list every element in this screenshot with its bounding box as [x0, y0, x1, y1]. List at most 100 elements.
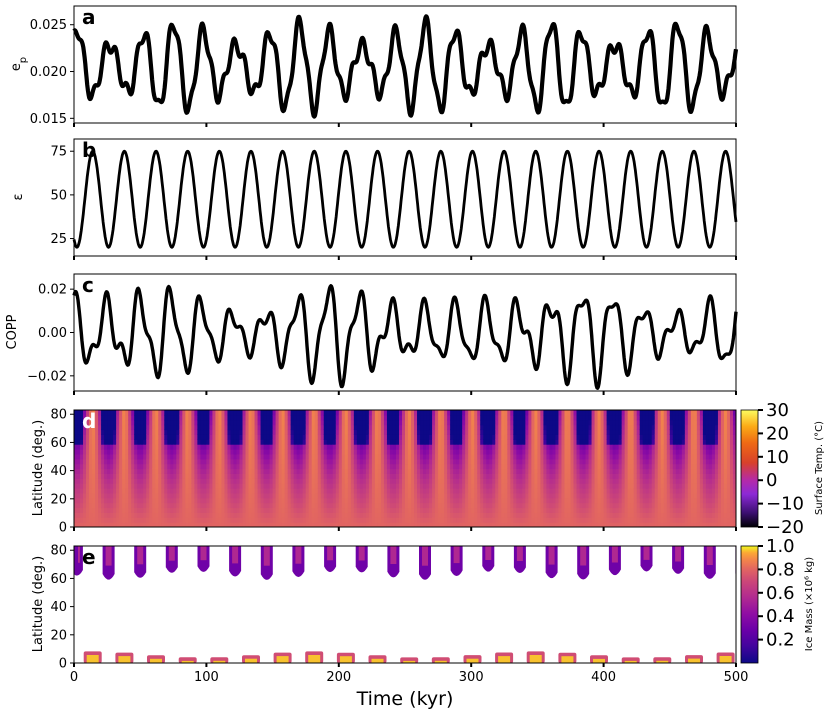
heatmap-cell — [374, 522, 379, 527]
heatmap-cell — [77, 473, 81, 479]
heatmap-cell — [272, 507, 277, 513]
heatmap-cell — [603, 429, 608, 435]
heatmap-cell — [447, 483, 451, 489]
heatmap-cell — [618, 414, 623, 421]
heatmap-cell — [414, 473, 418, 479]
heatmap-cell — [272, 483, 277, 489]
heatmap-cell — [591, 458, 596, 465]
heatmap-cell — [290, 463, 295, 470]
heatmap-cell — [398, 419, 403, 426]
heatmap-cell — [501, 478, 505, 484]
heatmap-cell — [167, 453, 171, 460]
heatmap-cell — [215, 410, 220, 416]
heatmap-cell — [107, 414, 111, 421]
heatmap-cell — [486, 507, 490, 513]
heatmap-cell — [305, 473, 310, 479]
heatmap-cell — [642, 502, 647, 509]
heatmap-cell — [417, 478, 421, 484]
heatmap-cell — [495, 512, 499, 518]
heatmap-cell — [353, 444, 358, 450]
heatmap-cell — [468, 468, 472, 474]
heatmap-cell — [107, 517, 111, 523]
heatmap-cell — [516, 419, 520, 426]
heatmap-cell — [456, 429, 460, 435]
heatmap-cell — [191, 522, 195, 527]
heatmap-cell — [104, 492, 108, 499]
heatmap-cell — [540, 497, 545, 504]
heatmap-cell — [417, 429, 421, 435]
heatmap-cell — [281, 483, 286, 489]
heatmap-cell — [426, 449, 430, 455]
heatmap-cell — [335, 473, 340, 479]
heatmap-cell — [597, 473, 602, 479]
heatmap-cell — [383, 507, 388, 513]
heatmap-cell — [684, 497, 689, 504]
heatmap-cell — [444, 492, 448, 499]
heatmap-cell — [615, 522, 620, 527]
heatmap-cell — [317, 424, 322, 431]
heatmap-cell — [107, 434, 111, 440]
heatmap-cell — [606, 463, 611, 470]
heatmap-cell — [567, 439, 572, 445]
heatmap-cell — [317, 410, 322, 416]
heatmap-cell — [465, 522, 469, 527]
heatmap-cell — [269, 488, 274, 494]
heatmap-cell — [248, 512, 253, 518]
heatmap-cell — [465, 463, 469, 470]
heatmap-cell — [606, 468, 611, 474]
heatmap-cell — [573, 444, 578, 450]
heatmap-cell — [362, 424, 367, 431]
heatmap-cell — [615, 517, 620, 523]
heatmap-cell — [194, 522, 198, 527]
heatmap-cell — [287, 517, 292, 523]
heatmap-cell — [531, 458, 535, 465]
heatmap-cell — [609, 478, 614, 484]
heatmap-cell — [275, 522, 280, 527]
heatmap-cell — [687, 444, 692, 450]
heatmap-cell — [681, 453, 686, 460]
heatmap-cell — [624, 444, 629, 450]
heatmap-cell — [486, 463, 490, 470]
heatmap-cell — [531, 463, 535, 470]
heatmap-cell — [615, 414, 620, 421]
heatmap-cell — [350, 453, 355, 460]
heatmap-cell — [83, 483, 87, 489]
heatmap-cell — [411, 449, 415, 455]
heatmap-cell — [362, 449, 367, 455]
heatmap-cell — [239, 453, 244, 460]
heatmap-cell — [224, 483, 229, 489]
heatmap-cell — [576, 507, 581, 513]
heatmap-cell — [182, 414, 186, 421]
heatmap-cell — [362, 444, 367, 450]
heatmap-cell — [555, 512, 560, 518]
heatmap-cell — [236, 492, 241, 499]
heatmap-cell — [462, 410, 466, 416]
heatmap-cell — [438, 478, 442, 484]
heatmap-cell — [185, 439, 189, 445]
heatmap-cell — [326, 449, 331, 455]
heatmap-cell — [263, 483, 268, 489]
heatmap-cell — [101, 492, 105, 499]
heatmap-cell — [344, 453, 349, 460]
heatmap-cell — [134, 517, 138, 523]
heatmap-cell — [498, 488, 502, 494]
heatmap-cell — [471, 502, 475, 509]
heatmap-cell — [242, 453, 247, 460]
heatmap-cell — [690, 517, 695, 523]
heatmap-cell — [335, 478, 340, 484]
heatmap-cell — [287, 488, 292, 494]
heatmap-cell — [131, 473, 135, 479]
heatmap-cell — [284, 458, 289, 465]
heatmap-cell — [206, 410, 211, 416]
heatmap-cell — [242, 449, 247, 455]
heatmap-cell — [675, 483, 680, 489]
heatmap-cell — [492, 449, 496, 455]
heatmap-cell — [101, 453, 105, 460]
heatmap-cell — [218, 414, 223, 421]
heatmap-cell — [74, 507, 78, 513]
heatmap-cell — [140, 483, 144, 489]
heatmap-cell — [176, 517, 180, 523]
heatmap-cell — [116, 429, 120, 435]
heatmap-cell — [690, 463, 695, 470]
heatmap-cell — [453, 488, 457, 494]
